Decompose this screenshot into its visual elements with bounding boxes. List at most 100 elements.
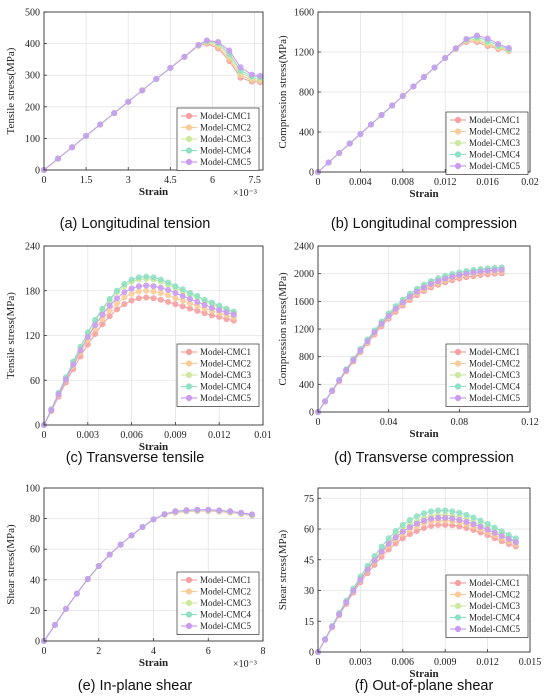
data-point [226, 47, 233, 54]
legend-label: Model-CMC3 [469, 601, 521, 611]
y-tick-label: 1200 [294, 48, 314, 59]
legend-label: Model-CMC2 [469, 127, 520, 137]
legend-label: Model-CMC3 [200, 598, 252, 608]
data-point [139, 524, 146, 531]
data-point [495, 40, 502, 47]
data-point [92, 322, 99, 329]
chart-caption: (c) Transverse tensile [66, 450, 205, 466]
data-point [215, 39, 222, 46]
data-point [491, 529, 498, 536]
chart-panel-1: 0 1.5 3 4.5 6 7.5 0 100 200 300 400 500 Strain Tensil… [5, 8, 264, 232]
data-point [167, 64, 174, 71]
y-tick-label: 1200 [294, 325, 314, 336]
x-tick-label: 0.01 [254, 430, 272, 441]
data-point [143, 294, 150, 301]
legend-label: Model-CMC2 [469, 590, 520, 600]
data-point [114, 306, 121, 313]
data-point [208, 299, 215, 306]
x-tick-label: 0.003 [349, 657, 372, 668]
data-point [195, 41, 202, 48]
legend-swatch-marker [454, 394, 462, 402]
y-tick-label: 80 [30, 514, 40, 525]
data-point [135, 274, 142, 281]
data-point [150, 283, 157, 290]
y-tick-label: 0 [35, 166, 40, 177]
data-point [84, 333, 91, 340]
data-point [413, 513, 420, 520]
x-tick-label: 6 [206, 646, 211, 657]
data-point [114, 295, 121, 302]
data-point [143, 273, 150, 280]
data-point [470, 514, 477, 521]
data-point [428, 515, 435, 522]
data-point [172, 301, 179, 308]
y-tick-label: 60 [30, 545, 40, 556]
y-tick-label: 800 [299, 352, 314, 363]
data-point [410, 83, 417, 90]
chart-caption: (e) In-plane shear [78, 678, 193, 694]
data-point [106, 551, 113, 558]
data-point [55, 391, 62, 398]
x-tick-label: 4.5 [164, 175, 177, 186]
data-point [223, 309, 230, 316]
data-point [498, 266, 505, 273]
x-axis-multiplier: ×10⁻³ [233, 659, 257, 670]
data-point [181, 53, 188, 60]
data-point [463, 35, 470, 42]
data-point [406, 293, 413, 300]
y-tick-label: 0 [35, 637, 40, 648]
x-tick-label: 0 [42, 175, 47, 186]
legend-swatch-marker [454, 371, 462, 379]
legend-swatch-marker [185, 383, 193, 390]
x-tick-label: 0 [316, 177, 321, 188]
y-tick-label: 180 [25, 286, 40, 297]
data-point [106, 313, 113, 320]
data-point [153, 75, 160, 82]
chart-panel-3: 0 0.003 0.006 0.009 0.012 0.01 0 60 120 180 240 Str… [5, 242, 272, 467]
data-point [194, 292, 201, 299]
legend-swatch-marker [185, 394, 193, 402]
data-point [431, 64, 438, 71]
data-point [106, 302, 113, 309]
data-point [378, 112, 385, 119]
legend-label: Model-CMC2 [200, 587, 251, 597]
data-point [165, 279, 172, 286]
data-point [364, 338, 371, 345]
legend-label: Model-CMC1 [469, 115, 520, 125]
data-point [216, 507, 223, 514]
legend-label: Model-CMC3 [469, 370, 521, 380]
chart-caption: (d) Transverse compression [334, 450, 514, 466]
data-point [248, 71, 255, 78]
y-tick-label: 20 [30, 606, 40, 617]
data-point [322, 636, 329, 643]
data-point [165, 287, 172, 294]
y-tick-label: 400 [299, 380, 314, 391]
legend-label: Model-CMC1 [200, 575, 251, 585]
y-tick-label: 200 [25, 102, 40, 113]
x-tick-label: 8 [261, 646, 266, 657]
data-point [201, 301, 208, 308]
data-point [343, 367, 350, 374]
data-point [399, 299, 406, 306]
x-tick-label: 0.02 [521, 177, 539, 188]
data-point [77, 347, 84, 354]
legend-swatch-marker [454, 383, 462, 390]
data-point [135, 283, 142, 290]
legend-label: Model-CMC5 [200, 393, 252, 403]
x-axis-label: Strain [409, 668, 438, 680]
data-point [428, 508, 435, 515]
data-point [484, 526, 491, 533]
y-tick-label: 2400 [294, 242, 314, 253]
legend-swatch-marker [454, 151, 462, 158]
y-tick-label: 2000 [294, 269, 314, 280]
legend-swatch-marker [185, 147, 193, 154]
y-tick-label: 120 [25, 331, 40, 342]
data-point [165, 292, 172, 299]
legend-swatch-marker [185, 588, 193, 595]
data-point [150, 288, 157, 295]
axes-frame [317, 487, 531, 653]
data-point [125, 98, 132, 105]
data-point [442, 514, 449, 521]
legend-label: Model-CMC5 [200, 157, 252, 167]
data-point [406, 524, 413, 531]
